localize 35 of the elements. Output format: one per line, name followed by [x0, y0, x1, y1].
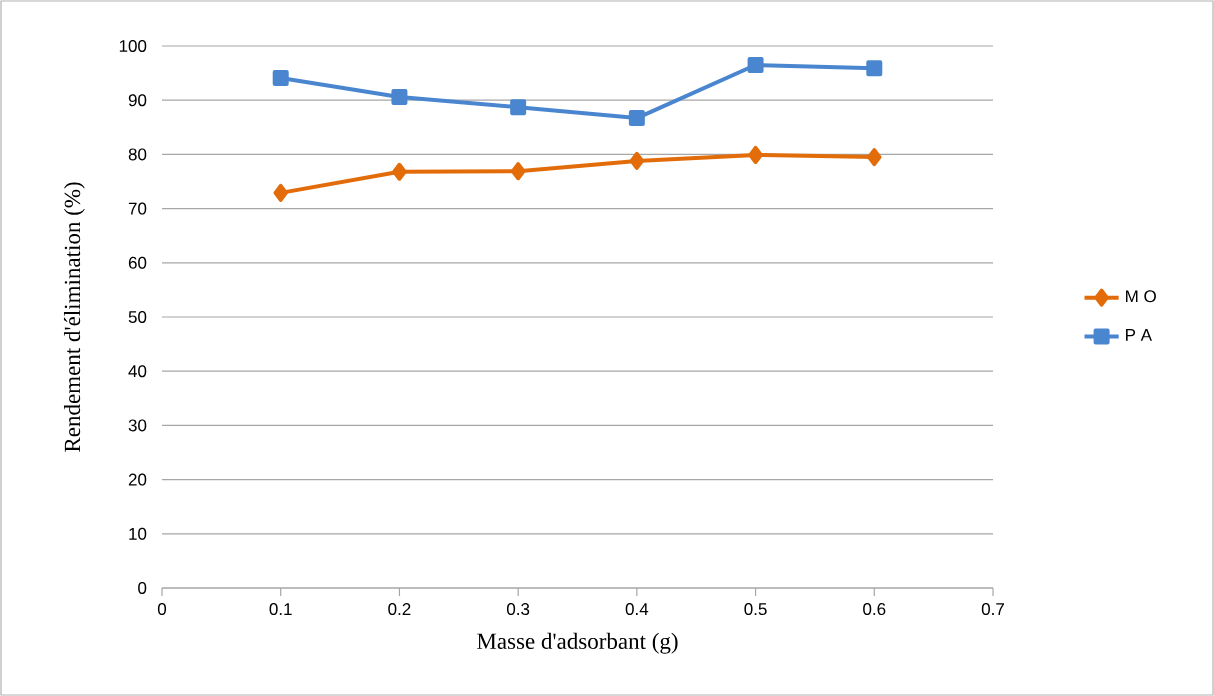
- point: [510, 99, 527, 116]
- point: [629, 151, 645, 170]
- point: [391, 88, 408, 105]
- y-tick-label: 20: [128, 473, 147, 486]
- y-tick-label: 40: [128, 365, 147, 378]
- x-tick-label: 0: [157, 603, 167, 616]
- x-tick-label: 0.6: [863, 603, 886, 616]
- y-tick-label: 80: [128, 148, 147, 161]
- y-tick-label: 90: [128, 94, 147, 107]
- point: [273, 183, 288, 202]
- x-tick-label: 0.3: [506, 603, 530, 616]
- point: [272, 69, 289, 86]
- point: [510, 162, 526, 181]
- x-tick-label: 0.1: [269, 603, 292, 616]
- x-tick-label: 0.2: [388, 603, 411, 616]
- legend-label: P A: [1126, 329, 1152, 341]
- x-tick-label: 0.5: [744, 603, 767, 616]
- point: [867, 148, 882, 167]
- point: [628, 110, 645, 127]
- y-tick-label: 10: [129, 527, 147, 540]
- y-tick-label: 100: [119, 39, 147, 52]
- legend-label: M O: [1126, 290, 1156, 303]
- y-tick-label: 0: [138, 581, 147, 595]
- point: [866, 60, 883, 77]
- y-tick-label: 50: [128, 310, 147, 323]
- x-tick-label: 0.7: [981, 603, 1004, 616]
- point: [747, 56, 764, 73]
- y-tick-label: 30: [128, 419, 147, 432]
- point: [748, 145, 763, 164]
- point: [392, 162, 407, 181]
- x-axis-title: Masse d'adsorbant (g): [477, 632, 678, 654]
- x-tick-label: 0.4: [625, 603, 649, 616]
- y-tick-label: 70: [128, 202, 147, 215]
- y-axis-title: Rendement d'élimination (%): [63, 182, 85, 452]
- y-tick-label: 60: [128, 256, 147, 269]
